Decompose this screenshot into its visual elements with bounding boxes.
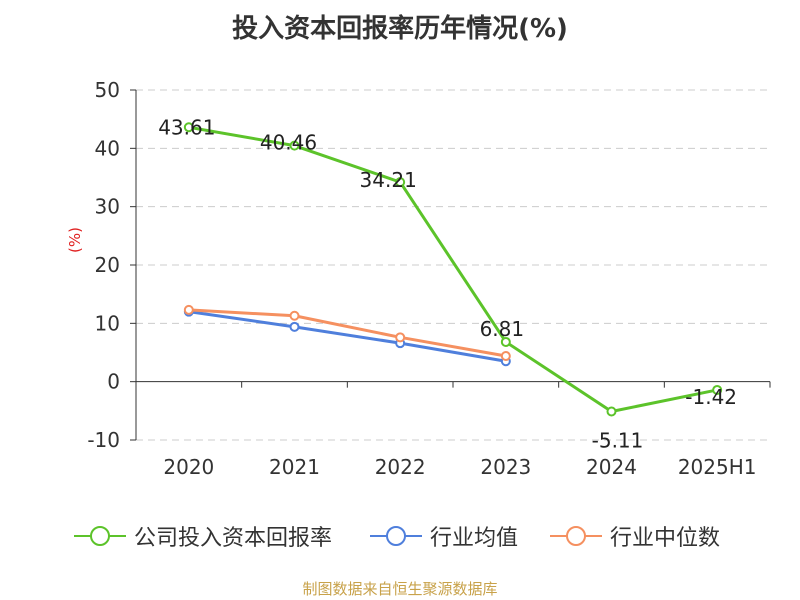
legend-label: 公司投入资本回报率 bbox=[134, 526, 333, 551]
y-tick-label: 20 bbox=[95, 253, 120, 277]
series-line bbox=[188, 310, 507, 363]
legend-label: 行业中位数 bbox=[610, 526, 721, 551]
y-axis-label: (%) bbox=[66, 227, 84, 253]
x-tick-label: 2021 bbox=[269, 455, 320, 479]
legend-item-industry-median[interactable]: 行业中位数 bbox=[548, 520, 720, 552]
legend-label: 行业均值 bbox=[430, 526, 519, 551]
data-point bbox=[606, 406, 617, 417]
y-tick-label: 10 bbox=[95, 311, 120, 335]
data-label: -1.42 bbox=[685, 385, 737, 409]
y-tick-label: 40 bbox=[95, 136, 120, 160]
data-label: -5.11 bbox=[592, 428, 644, 452]
data-label: 40.46 bbox=[260, 131, 317, 155]
data-point bbox=[183, 304, 194, 315]
x-tick-label: 2024 bbox=[586, 455, 637, 479]
legend-item-industry-mean[interactable]: 行业均值 bbox=[368, 520, 518, 552]
y-tick-label: 0 bbox=[107, 370, 120, 394]
data-point bbox=[289, 140, 300, 151]
data-point bbox=[500, 336, 511, 347]
y-tick-label: 30 bbox=[95, 195, 120, 219]
data-label: 34.21 bbox=[360, 168, 417, 192]
chart-title: 投入资本回报率历年情况(%) bbox=[232, 14, 568, 44]
legend-marker-icon bbox=[370, 526, 422, 546]
legend-item-company-roic[interactable]: 公司投入资本回报率 bbox=[72, 520, 332, 552]
data-point bbox=[500, 351, 511, 361]
x-tick-label: 2025H1 bbox=[678, 455, 757, 479]
legend-marker-icon bbox=[550, 526, 602, 546]
series-line bbox=[188, 308, 507, 358]
x-tick-label: 2022 bbox=[375, 455, 426, 479]
data-point bbox=[289, 321, 300, 332]
source-note: 制图数据来自恒生聚源数据库 bbox=[302, 580, 498, 598]
data-point bbox=[712, 384, 723, 395]
y-tick-label: -10 bbox=[87, 428, 120, 452]
data-point bbox=[395, 332, 406, 343]
data-point bbox=[395, 177, 406, 188]
data-label: 6.81 bbox=[480, 317, 525, 341]
data-point bbox=[183, 122, 194, 133]
x-tick-label: 2023 bbox=[480, 455, 531, 479]
legend-marker-icon bbox=[74, 526, 126, 546]
x-tick-label: 2020 bbox=[163, 455, 214, 479]
y-tick-label: 50 bbox=[95, 78, 120, 102]
data-label: 43.61 bbox=[158, 115, 215, 139]
series-line bbox=[188, 125, 718, 413]
data-point bbox=[289, 310, 300, 321]
